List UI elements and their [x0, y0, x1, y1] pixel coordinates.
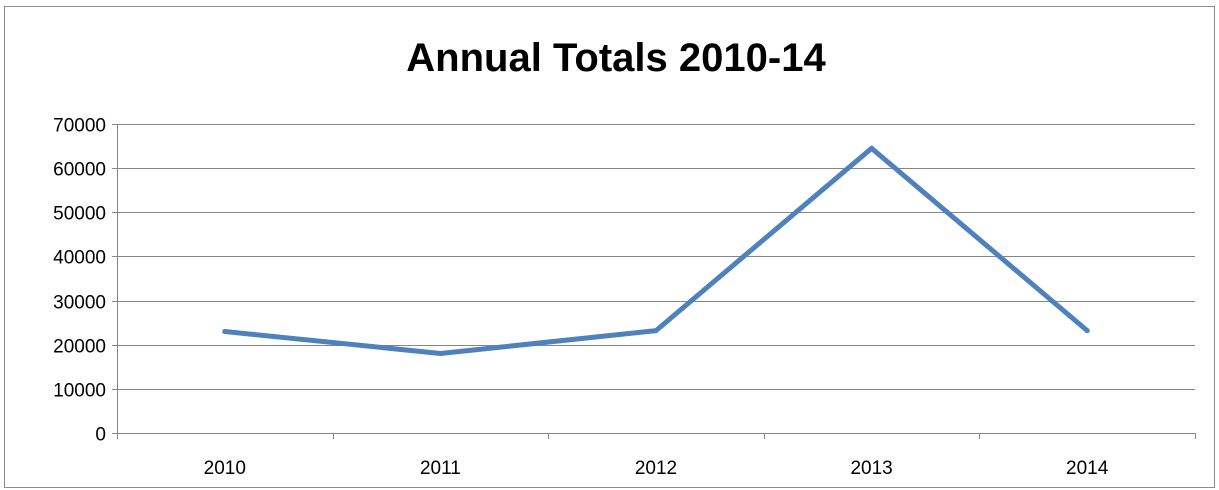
y-tick-label-1: 10000: [53, 381, 106, 402]
series-layer: [222, 145, 1090, 356]
y-tick-label-5: 50000: [53, 204, 106, 225]
y-tick-label-3: 30000: [53, 293, 106, 314]
x-tick-label-2010: 2010: [204, 458, 246, 479]
gridlines: [117, 124, 1195, 390]
x-tick-label-2014: 2014: [1066, 458, 1109, 479]
data-point-2012: [653, 328, 659, 334]
data-point-2011: [437, 351, 443, 356]
x-tick-label-2013: 2013: [850, 458, 892, 479]
x-tick-label-2011: 2011: [420, 458, 461, 479]
y-tick-label-6: 60000: [53, 160, 106, 181]
x-axis-tick-labels: 2010 2011 2012 2013 2014: [204, 458, 1109, 479]
x-tick-label-2012: 2012: [635, 458, 677, 479]
y-tick-label-7: 70000: [53, 116, 106, 137]
y-tick-label-4: 40000: [53, 248, 106, 269]
y-axis-tick-labels: 0 10000 20000 30000 40000 50000 60000 70000: [53, 116, 106, 446]
data-point-2010: [222, 329, 228, 334]
axes: [112, 124, 1196, 439]
y-tick-label-0: 0: [95, 425, 106, 446]
chart-frame: [4, 6, 1215, 488]
y-tick-label-2: 20000: [53, 337, 106, 358]
data-point-2014: [1084, 328, 1090, 334]
chart-title: Annual Totals 2010-14: [406, 36, 826, 80]
data-point-2013: [869, 145, 875, 151]
series-line-0: [222, 145, 1090, 356]
